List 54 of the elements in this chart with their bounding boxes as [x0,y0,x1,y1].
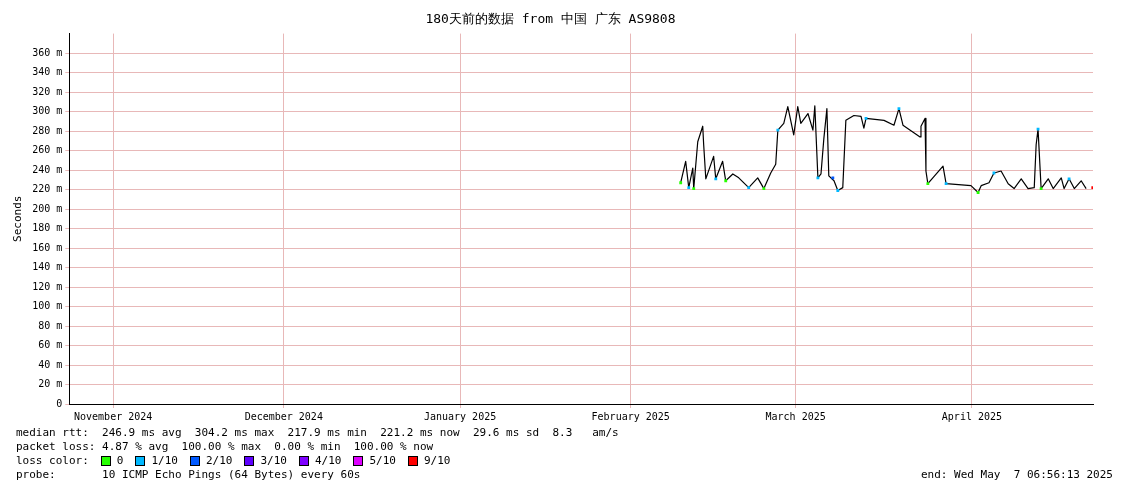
legend-label: 9/10 [423,454,451,467]
y-tick-label: 80 m [38,319,63,331]
x-tick-label: January 2025 [423,410,497,422]
y-tick-label: 120 m [32,280,63,292]
x-tick-label: March 2025 [765,410,826,422]
legend-label: 2/10 [205,454,233,467]
legend-label: 0 [116,454,124,467]
point [687,186,691,190]
point [836,189,840,192]
y-tick-label: 220 m [32,183,63,195]
y-tick-label: 280 m [32,124,63,136]
point [976,191,980,194]
point [831,176,835,180]
legend-label: 5/10 [369,454,396,467]
text: packet loss: 4.87 % avg 100.00 % max 0.00 % min 100.00 % now [16,440,435,454]
y-tick-label: 0 [56,397,63,409]
point [692,187,696,190]
point [747,186,751,190]
x-tick-label: December 2024 [244,410,323,422]
x-tick-label: November 2024 [74,410,153,422]
y-tick-label: 360 m [32,46,63,58]
y-tick-label: 160 m [32,241,63,253]
y-tick-label: 320 m [32,85,63,97]
y-tick-label: 300 m [32,105,63,117]
y-tick-label: 40 m [38,358,63,370]
point [679,181,683,185]
y-tick-label: 240 m [32,163,63,175]
point [926,182,930,186]
x-tick-label: February 2025 [591,410,670,422]
y-tick-label: 200 m [32,202,63,214]
y-tick-label: 140 m [32,261,63,273]
legend-label: 4/10 [314,454,342,467]
legend-label: 1/10 [151,454,178,467]
text: end: Wed May 7 06:56:13 2025 [920,468,1113,482]
point [1039,187,1043,190]
point [724,179,728,183]
legend-label: 3/10 [260,454,287,467]
legend-title: loss color: [16,454,89,467]
point [714,177,718,181]
y-tick-label: 20 m [38,378,63,390]
y-axis-title: Seconds [11,195,25,242]
y-tick-label: 60 m [38,339,63,351]
y-tick-label: 100 m [32,300,63,312]
y-tick-label: 340 m [32,66,63,78]
text: median rtt: 246.9 ms avg 304.2 ms max 217.9 ms min 221.2 ms now 29.6 ms sd 8.3 am/s [16,426,620,440]
y-tick-label: 260 m [32,144,63,156]
y-tick-label: 180 m [32,222,63,234]
point [762,187,766,190]
text: probe: 10 ICMP Echo Pings (64 Bytes) every 60s [16,468,361,481]
point [776,128,780,132]
point [944,182,948,186]
chart-title: 180天前的数据 from 中国 广东 AS9808 [425,11,676,27]
point [816,176,820,180]
x-tick-label: April 2025 [941,410,1003,422]
